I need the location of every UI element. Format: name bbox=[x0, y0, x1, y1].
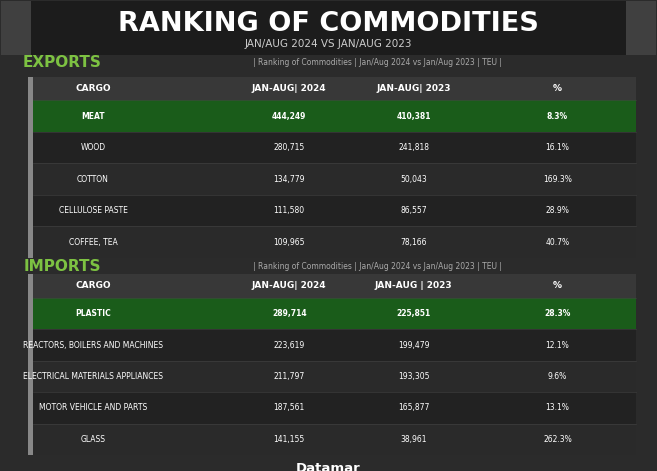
FancyBboxPatch shape bbox=[33, 298, 636, 329]
Text: 28.3%: 28.3% bbox=[544, 309, 571, 318]
Text: 40.7%: 40.7% bbox=[545, 237, 570, 246]
Text: 280,715: 280,715 bbox=[273, 143, 305, 152]
Text: JAN-AUG | 2023: JAN-AUG | 2023 bbox=[374, 282, 453, 291]
Text: REACTORS, BOILERS AND MACHINES: REACTORS, BOILERS AND MACHINES bbox=[23, 341, 163, 349]
FancyBboxPatch shape bbox=[28, 77, 636, 258]
FancyBboxPatch shape bbox=[33, 392, 636, 424]
FancyBboxPatch shape bbox=[33, 361, 636, 392]
FancyBboxPatch shape bbox=[33, 227, 636, 258]
Text: 38,961: 38,961 bbox=[400, 435, 427, 444]
Text: 9.6%: 9.6% bbox=[548, 372, 567, 381]
Text: 289,714: 289,714 bbox=[272, 309, 307, 318]
Text: 16.1%: 16.1% bbox=[545, 143, 570, 152]
Text: JAN-AUG| 2023: JAN-AUG| 2023 bbox=[376, 84, 451, 93]
FancyBboxPatch shape bbox=[33, 424, 636, 455]
Text: IMPORTS: IMPORTS bbox=[24, 259, 101, 274]
Text: JAN-AUG| 2024: JAN-AUG| 2024 bbox=[252, 84, 327, 93]
FancyBboxPatch shape bbox=[28, 274, 33, 455]
FancyBboxPatch shape bbox=[33, 274, 636, 298]
Text: %: % bbox=[553, 84, 562, 93]
Text: %: % bbox=[553, 282, 562, 291]
Text: 410,381: 410,381 bbox=[396, 112, 431, 121]
Text: 134,779: 134,779 bbox=[273, 175, 305, 184]
Text: Datamar: Datamar bbox=[296, 463, 361, 471]
Text: GLASS: GLASS bbox=[80, 435, 106, 444]
Text: CELLULOSE PASTE: CELLULOSE PASTE bbox=[58, 206, 127, 215]
Text: 111,580: 111,580 bbox=[274, 206, 305, 215]
FancyBboxPatch shape bbox=[33, 163, 636, 195]
Text: JAN/AUG 2024 VS JAN/AUG 2023: JAN/AUG 2024 VS JAN/AUG 2023 bbox=[245, 40, 412, 49]
Text: 169.3%: 169.3% bbox=[543, 175, 572, 184]
FancyBboxPatch shape bbox=[28, 77, 33, 258]
Text: 211,797: 211,797 bbox=[273, 372, 305, 381]
Text: 28.9%: 28.9% bbox=[545, 206, 570, 215]
Text: COTTON: COTTON bbox=[77, 175, 109, 184]
FancyBboxPatch shape bbox=[1, 1, 31, 55]
FancyBboxPatch shape bbox=[33, 77, 636, 100]
Text: 165,877: 165,877 bbox=[398, 404, 429, 413]
FancyBboxPatch shape bbox=[33, 329, 636, 361]
Text: 86,557: 86,557 bbox=[400, 206, 427, 215]
Text: ELECTRICAL MATERIALS APPLIANCES: ELECTRICAL MATERIALS APPLIANCES bbox=[23, 372, 163, 381]
Text: MOTOR VEHICLE AND PARTS: MOTOR VEHICLE AND PARTS bbox=[39, 404, 147, 413]
Text: 262.3%: 262.3% bbox=[543, 435, 572, 444]
Text: EXPORTS: EXPORTS bbox=[23, 55, 102, 70]
FancyBboxPatch shape bbox=[1, 1, 656, 55]
Text: 141,155: 141,155 bbox=[273, 435, 305, 444]
Text: 12.1%: 12.1% bbox=[545, 341, 570, 349]
Text: 225,851: 225,851 bbox=[396, 309, 431, 318]
Text: WOOD: WOOD bbox=[80, 143, 106, 152]
Text: 50,043: 50,043 bbox=[400, 175, 427, 184]
Text: PLASTIC: PLASTIC bbox=[75, 309, 111, 318]
Text: CARGO: CARGO bbox=[75, 282, 111, 291]
Text: 199,479: 199,479 bbox=[397, 341, 429, 349]
Text: 78,166: 78,166 bbox=[400, 237, 427, 246]
Text: 444,249: 444,249 bbox=[272, 112, 306, 121]
FancyBboxPatch shape bbox=[626, 1, 656, 55]
Text: 241,818: 241,818 bbox=[398, 143, 429, 152]
Text: 193,305: 193,305 bbox=[397, 372, 429, 381]
Text: 187,561: 187,561 bbox=[273, 404, 305, 413]
Text: CARGO: CARGO bbox=[75, 84, 111, 93]
Text: JAN-AUG| 2024: JAN-AUG| 2024 bbox=[252, 282, 327, 291]
FancyBboxPatch shape bbox=[33, 100, 636, 132]
FancyBboxPatch shape bbox=[33, 132, 636, 163]
Text: RANKING OF COMMODITIES: RANKING OF COMMODITIES bbox=[118, 11, 539, 37]
FancyBboxPatch shape bbox=[28, 274, 636, 455]
Text: 109,965: 109,965 bbox=[273, 237, 305, 246]
Text: MEAT: MEAT bbox=[81, 112, 105, 121]
Text: 13.1%: 13.1% bbox=[545, 404, 570, 413]
Text: 223,619: 223,619 bbox=[273, 341, 305, 349]
Text: COFFEE, TEA: COFFEE, TEA bbox=[68, 237, 118, 246]
Text: | Ranking of Commodities | Jan/Aug 2024 vs Jan/Aug 2023 | TEU |: | Ranking of Commodities | Jan/Aug 2024 … bbox=[253, 58, 502, 67]
Text: 8.3%: 8.3% bbox=[547, 112, 568, 121]
FancyBboxPatch shape bbox=[33, 195, 636, 227]
Text: | Ranking of Commodities | Jan/Aug 2024 vs Jan/Aug 2023 | TEU |: | Ranking of Commodities | Jan/Aug 2024 … bbox=[253, 262, 502, 271]
